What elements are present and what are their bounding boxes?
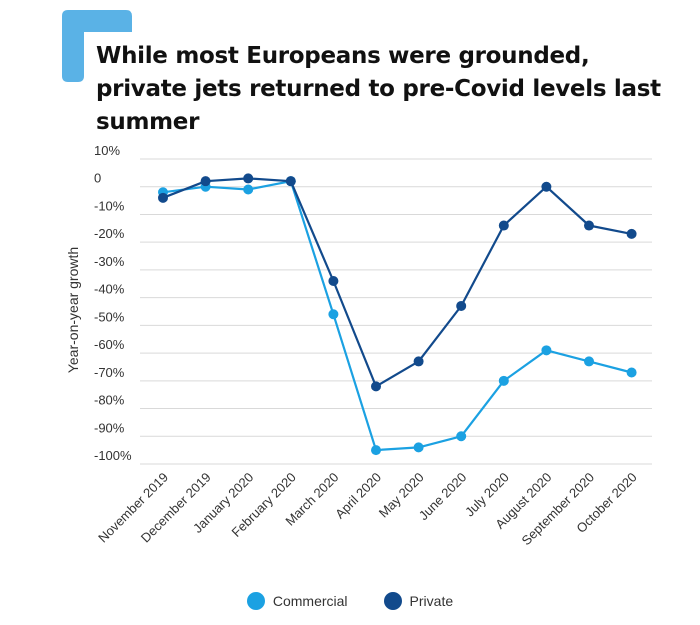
data-point-commercial	[626, 367, 637, 378]
data-point-private	[498, 220, 509, 231]
data-point-private	[413, 356, 424, 367]
y-tick-label: -20%	[94, 226, 125, 241]
data-point-private	[371, 381, 381, 392]
data-point-private	[541, 181, 552, 192]
series-line-commercial	[162, 180, 632, 452]
grid-lines	[140, 158, 652, 465]
x-tick-label: April 2020	[332, 470, 384, 522]
data-point-private	[584, 220, 594, 231]
corner-accent-shape	[62, 10, 132, 82]
legend-item-commercial: Commercial	[246, 592, 348, 610]
series-line-private	[162, 177, 632, 388]
data-point-commercial	[456, 431, 467, 442]
data-point-commercial	[541, 345, 552, 356]
x-tick-label: November 2019	[95, 470, 171, 546]
y-tick-label: -60%	[94, 337, 125, 352]
data-point-commercial	[328, 309, 339, 320]
data-point-commercial	[371, 445, 381, 456]
legend-dot-private	[383, 592, 402, 610]
legend-item-private: Private	[383, 592, 454, 610]
x-tick-label: September 2020	[519, 470, 598, 549]
y-tick-label: -100%	[94, 448, 132, 463]
data-point-private	[200, 176, 211, 187]
data-point-commercial	[498, 375, 509, 386]
y-tick-label: -40%	[94, 282, 125, 297]
y-tick-label: -30%	[94, 254, 125, 269]
y-tick-label: -50%	[94, 309, 125, 324]
data-point-private	[456, 300, 467, 311]
legend-label-private: Private	[409, 593, 454, 609]
y-tick-label: -10%	[94, 198, 125, 213]
legend-dot-commercial	[246, 592, 265, 610]
y-tick-label: -90%	[94, 420, 125, 435]
data-point-commercial	[413, 442, 424, 453]
y-tick-label: -70%	[94, 365, 125, 380]
chart-title: While most Europeans were grounded, priv…	[96, 43, 661, 135]
data-point-commercial	[584, 356, 594, 367]
legend-label-commercial: Commercial	[272, 593, 348, 609]
data-point-private	[243, 173, 254, 184]
data-point-private	[285, 176, 296, 187]
chart-legend: Commercial Private	[0, 592, 700, 610]
data-point-private	[328, 276, 339, 286]
line-chart: 10% 0 -10% -20% -30% -40% -50% -60% -70% -80% -90%…	[65, 143, 652, 549]
series-lines	[158, 173, 637, 456]
y-tick-label: 0	[94, 171, 101, 186]
accent-bracket	[62, 10, 132, 82]
y-tick-label: -80%	[94, 393, 125, 408]
data-point-private	[626, 228, 637, 239]
y-tick-labels: 10% 0 -10% -20% -30% -40% -50% -60% -70% -80% -90%…	[94, 143, 132, 463]
y-tick-label: 10%	[94, 143, 120, 158]
y-axis-label: Year-on-year growth	[65, 247, 81, 373]
data-point-private	[158, 192, 168, 203]
data-point-commercial	[243, 184, 254, 195]
